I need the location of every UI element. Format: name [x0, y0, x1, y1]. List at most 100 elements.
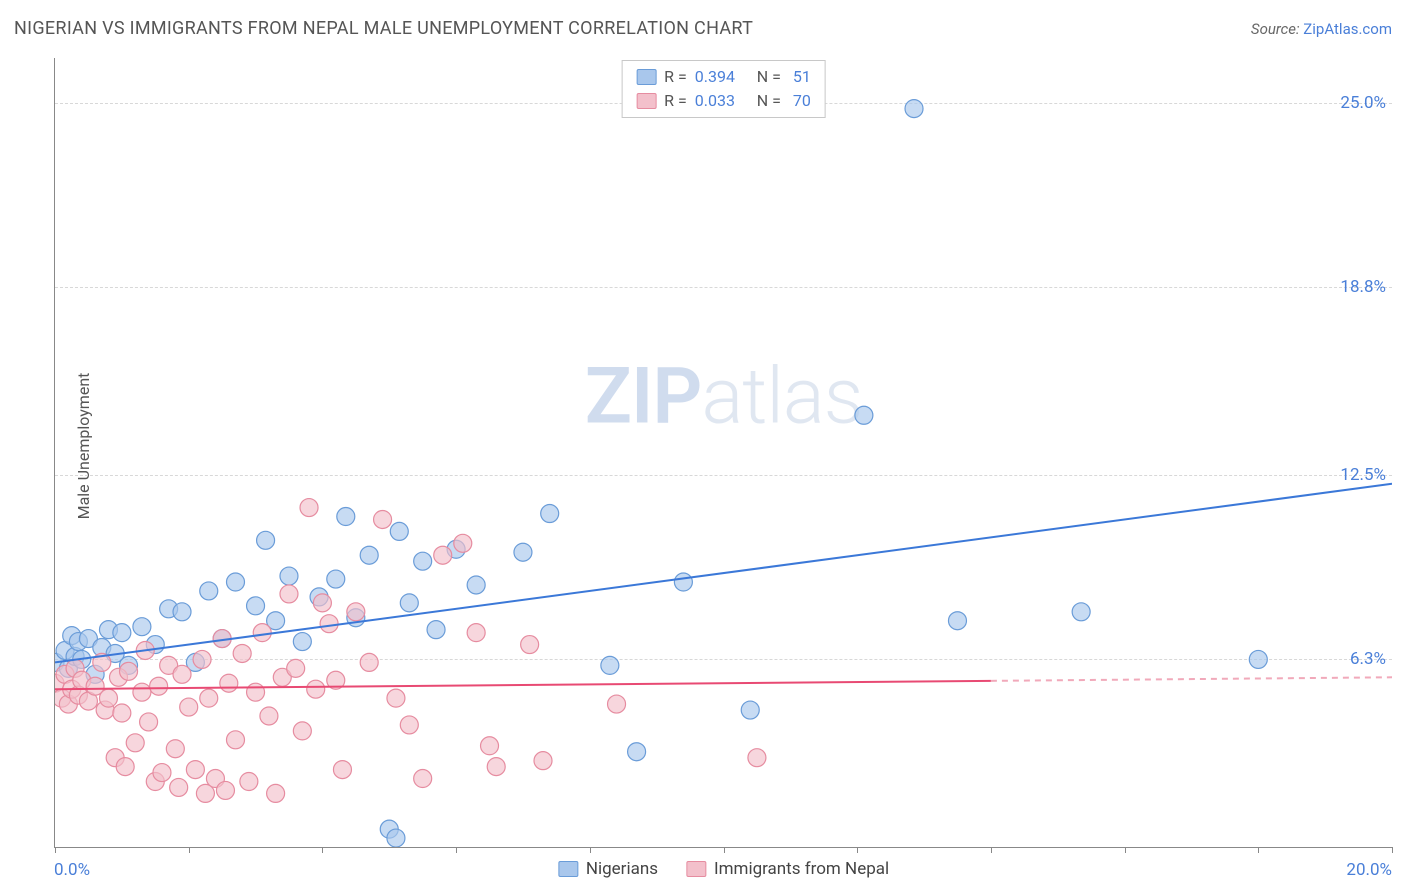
data-point [216, 781, 234, 799]
x-tick-mark [456, 847, 457, 853]
data-point [400, 716, 418, 734]
source-link[interactable]: ZipAtlas.com [1303, 20, 1392, 38]
data-point [116, 758, 134, 776]
data-point [247, 683, 265, 701]
data-point [855, 406, 873, 424]
data-point [374, 510, 392, 528]
data-point [541, 505, 559, 523]
data-point [628, 743, 646, 761]
x-tick-mark [590, 847, 591, 853]
trend-line [55, 681, 991, 689]
data-point [193, 650, 211, 668]
series-label: Immigrants from Nepal [714, 859, 889, 879]
legend-row: R =0.033N = 70 [636, 89, 811, 113]
data-point [166, 740, 184, 758]
data-point [948, 612, 966, 630]
data-point [674, 573, 692, 591]
data-point [226, 731, 244, 749]
correlation-legend: R = 0.394 N = 51R = 0.033 N = 70 [621, 60, 826, 118]
x-tick-mark [189, 847, 190, 853]
n-label: N = [757, 65, 781, 89]
data-point [427, 621, 445, 639]
data-point [1249, 650, 1267, 668]
data-point [748, 749, 766, 767]
data-point [467, 576, 485, 594]
legend-swatch [686, 861, 706, 877]
data-point [467, 624, 485, 642]
data-point [487, 758, 505, 776]
legend-row: R = 0.394 N = 51 [636, 65, 811, 89]
data-point [180, 698, 198, 716]
r-label: R = [664, 65, 687, 89]
data-point [360, 653, 378, 671]
data-point [186, 761, 204, 779]
data-point [200, 582, 218, 600]
data-point [360, 546, 378, 564]
r-value: 0.033 [695, 89, 749, 113]
data-point [327, 570, 345, 588]
x-tick-max: 20.0% [1346, 860, 1392, 880]
x-tick-mark [1258, 847, 1259, 853]
x-tick-mark [322, 847, 323, 853]
series-legend-item: Nigerians [558, 859, 658, 879]
data-point [387, 689, 405, 707]
data-point [307, 680, 325, 698]
data-point [170, 778, 188, 796]
n-value: 70 [789, 89, 811, 113]
data-point [905, 100, 923, 118]
data-point [608, 695, 626, 713]
data-point [337, 508, 355, 526]
data-point [521, 636, 539, 654]
data-point [287, 659, 305, 677]
legend-swatch [636, 69, 656, 85]
data-point [347, 603, 365, 621]
x-tick-mark [857, 847, 858, 853]
data-point [126, 734, 144, 752]
data-point [320, 615, 338, 633]
x-tick-mark [724, 847, 725, 853]
plot-area: ZIPatlas R =0.394N = 51R =0.033N = 70 Ni… [54, 58, 1392, 848]
data-point [253, 624, 271, 642]
data-point [400, 594, 418, 612]
trend-line [55, 484, 1392, 663]
data-point [514, 543, 532, 561]
data-point [481, 737, 499, 755]
data-point [140, 713, 158, 731]
data-point [454, 534, 472, 552]
legend-swatch [636, 93, 656, 109]
trend-line-dashed [991, 677, 1392, 681]
data-point [120, 662, 138, 680]
data-point [247, 597, 265, 615]
x-tick-mark [1125, 847, 1126, 853]
data-point [280, 585, 298, 603]
x-tick-mark [1392, 847, 1393, 853]
data-point [300, 499, 318, 517]
data-point [133, 683, 151, 701]
data-point [434, 546, 452, 564]
data-point [534, 752, 552, 770]
data-point [414, 770, 432, 788]
chart-svg [55, 58, 1392, 847]
chart-title: NIGERIAN VS IMMIGRANTS FROM NEPAL MALE U… [14, 18, 753, 39]
data-point [133, 618, 151, 636]
r-value: 0.394 [695, 65, 749, 89]
r-label: R = [664, 89, 687, 113]
x-tick-mark [991, 847, 992, 853]
data-point [220, 674, 238, 692]
data-point [150, 677, 168, 695]
data-point [293, 633, 311, 651]
series-legend: Nigerians Immigrants from Nepal [558, 859, 889, 879]
data-point [173, 665, 191, 683]
data-point [153, 764, 171, 782]
data-point [741, 701, 759, 719]
x-tick-mark [55, 847, 56, 853]
series-label: Nigerians [586, 859, 658, 879]
n-value: 51 [789, 65, 811, 89]
data-point [414, 552, 432, 570]
data-point [113, 624, 131, 642]
data-point [226, 573, 244, 591]
data-point [200, 689, 218, 707]
data-point [260, 707, 278, 725]
data-point [390, 522, 408, 540]
data-point [601, 656, 619, 674]
